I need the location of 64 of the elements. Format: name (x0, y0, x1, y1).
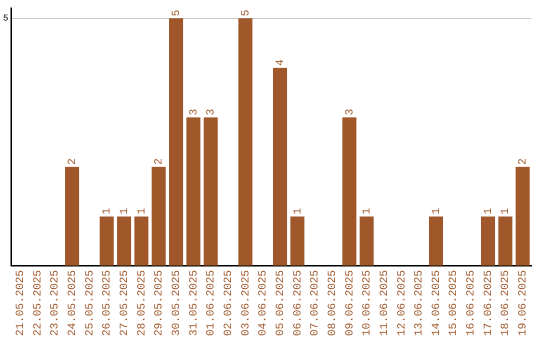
data-label: 5 (170, 10, 183, 16)
x-tick-label: 19.06.2025 (518, 270, 530, 336)
data-label: 2 (518, 158, 530, 165)
x-tick-label: 29.05.2025 (154, 270, 166, 336)
x-tick-label: 26.05.2025 (102, 270, 114, 336)
x-tick-label: 01.06.2025 (206, 270, 218, 336)
x-tick-label: 02.06.2025 (222, 270, 235, 336)
bar (516, 166, 530, 266)
data-label: 1 (136, 207, 148, 214)
x-tick-label: 12.06.2025 (396, 270, 408, 336)
x-tick-label: 17.06.2025 (482, 270, 495, 336)
x-tick-label: 25.05.2025 (84, 270, 96, 336)
x-tick-label: 03.06.2025 (240, 270, 252, 336)
x-tick-label: 09.06.2025 (344, 270, 356, 336)
data-label: 2 (154, 158, 166, 165)
x-tick-label: 15.06.2025 (448, 270, 460, 336)
x-tick-label: 30.05.2025 (170, 270, 183, 336)
x-tick-label: 06.06.2025 (292, 270, 304, 336)
bar (238, 18, 252, 266)
x-tick-label: 31.05.2025 (188, 270, 200, 336)
bar (480, 216, 496, 266)
bar (342, 117, 356, 266)
bar (290, 216, 304, 266)
x-tick-label: 28.05.2025 (136, 270, 148, 336)
x-tick-label: 24.05.2025 (66, 270, 79, 336)
x-tick-label: 16.06.2025 (466, 270, 478, 336)
x-tick-label: 04.06.2025 (258, 270, 270, 336)
data-label: 4 (274, 58, 287, 66)
x-tick-label: 07.06.2025 (310, 270, 322, 336)
x-tick-label: 13.06.2025 (414, 270, 426, 336)
bar (204, 117, 218, 266)
data-label: 3 (188, 108, 200, 116)
x-tick-label: 22.05.2025 (32, 270, 44, 336)
x-tick-label: 21.05.2025 (14, 270, 27, 336)
bar (134, 216, 148, 266)
data-label: 2 (66, 158, 79, 165)
bar (117, 216, 132, 266)
bar (169, 18, 184, 266)
x-tick-label: 23.05.2025 (50, 270, 62, 336)
data-label: 1 (292, 207, 304, 214)
bar (273, 68, 288, 266)
x-tick-label: 14.06.2025 (430, 270, 443, 336)
bar (186, 117, 200, 266)
data-label: 5 (240, 10, 252, 16)
x-tick-label: 08.06.2025 (326, 270, 339, 336)
data-label: 3 (344, 108, 356, 116)
data-label: 1 (500, 207, 512, 214)
bar (360, 216, 374, 266)
data-label: 1 (118, 207, 131, 214)
x-tick-label: 11.06.2025 (378, 270, 391, 336)
data-label: 1 (362, 207, 374, 214)
bar (100, 216, 114, 266)
bar (65, 166, 80, 266)
x-tick-label: 18.06.2025 (500, 270, 512, 336)
x-tick-label: 10.06.2025 (362, 270, 374, 336)
data-label: 1 (482, 207, 495, 214)
x-tick-label: 05.06.2025 (274, 270, 287, 336)
bar (152, 166, 166, 266)
bar (498, 216, 512, 266)
data-label: 1 (430, 207, 443, 214)
x-tick-label: 27.05.2025 (118, 270, 131, 336)
data-label: 3 (206, 108, 218, 116)
bar (428, 216, 444, 266)
data-label: 1 (102, 207, 114, 214)
